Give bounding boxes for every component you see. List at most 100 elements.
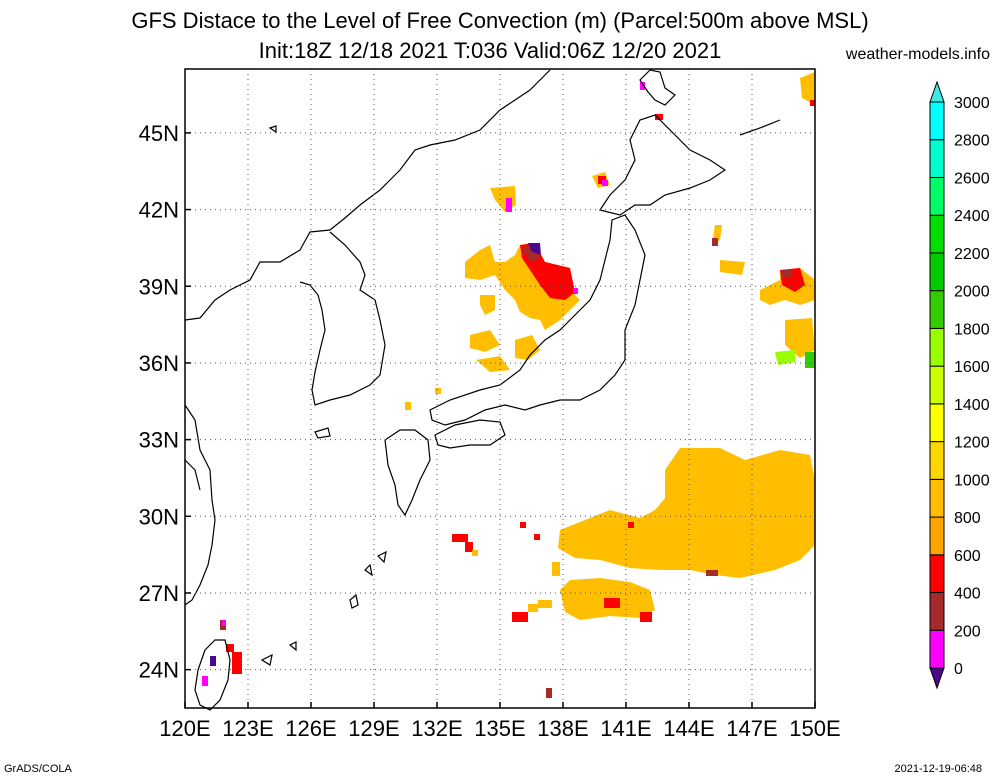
field-cell — [552, 562, 560, 576]
field-cell — [712, 238, 718, 246]
y-tick-label: 24N — [139, 658, 179, 683]
x-tick-label: 120E — [159, 716, 210, 741]
field-region — [522, 244, 540, 262]
x-tick-label: 144E — [663, 716, 714, 741]
coastline-hokkaido — [599, 114, 727, 216]
island — [288, 641, 297, 652]
island — [364, 563, 373, 577]
field-region — [558, 448, 815, 578]
x-tick-label: 129E — [348, 716, 399, 741]
colorbar-swatch — [929, 139, 945, 178]
field-cell — [512, 612, 528, 622]
colorbar-swatch — [929, 554, 945, 594]
colorbar-swatch — [929, 629, 945, 669]
y-tick-label: 36N — [139, 351, 179, 376]
field-cell — [528, 604, 538, 612]
colorbar-label: 1000 — [954, 472, 990, 489]
field-cell — [810, 100, 815, 106]
colorbar-swatch — [929, 214, 945, 254]
island — [376, 550, 387, 564]
colorbar-swatch — [929, 478, 945, 518]
field-cell — [640, 82, 645, 90]
colorbar-label: 1600 — [954, 359, 990, 376]
island — [268, 125, 277, 134]
colorbar-label: 600 — [954, 548, 981, 565]
colorbar-label: 800 — [954, 510, 981, 527]
coastline-korea — [299, 231, 386, 406]
field-cell — [628, 522, 634, 528]
field-cell — [222, 620, 226, 626]
colorbar-label: 0 — [954, 661, 963, 678]
coastline-sakhalin — [639, 69, 676, 106]
colorbar-swatch — [929, 667, 945, 690]
colorbar-label: 2800 — [954, 133, 990, 150]
field-region — [480, 295, 495, 315]
x-tick-label: 138E — [537, 716, 588, 741]
colorbar-label: 200 — [954, 623, 981, 640]
field-cell — [538, 600, 552, 608]
colorbar-swatch — [929, 365, 945, 405]
colorbar-label: 2200 — [954, 246, 990, 263]
y-tick-label: 45N — [139, 121, 179, 146]
footer-right: 2021-12-19-06:48 — [894, 763, 982, 775]
field-cell — [655, 114, 663, 120]
grid-layer — [184, 69, 816, 708]
island — [349, 593, 359, 609]
field-cell — [202, 676, 208, 686]
field-cell — [435, 388, 441, 394]
field-region — [528, 243, 541, 255]
colorbar-label: 1400 — [954, 397, 990, 414]
colorbar-label: 2000 — [954, 284, 990, 301]
field-cell — [506, 198, 512, 212]
colorbar-swatch — [929, 101, 945, 141]
x-tick-label: 135E — [474, 716, 525, 741]
field-cell — [472, 550, 478, 556]
chart-title: GFS Distace to the Level of Free Convect… — [131, 8, 869, 33]
field-cell — [520, 522, 526, 528]
x-tick-label: 150E — [789, 716, 840, 741]
y-tick-label: 27N — [139, 581, 179, 606]
field-region — [476, 356, 510, 372]
colorbar-swatch — [929, 327, 945, 367]
coastline-shikoku — [434, 419, 506, 449]
island — [314, 427, 331, 439]
colorbar-swatch — [929, 80, 945, 103]
field-region — [470, 330, 500, 352]
field-cell — [546, 688, 552, 698]
field-cell — [640, 612, 652, 622]
field-cell — [573, 288, 578, 294]
field-region — [785, 318, 815, 358]
x-tick-label: 126E — [285, 716, 336, 741]
colorbar-label: 3000 — [954, 95, 990, 112]
colorbar-swatch — [929, 176, 945, 216]
field-region — [775, 350, 795, 365]
colorbar-swatch — [929, 252, 945, 292]
field-cell — [405, 402, 411, 410]
colorbar: 0 200 400 600 800 1000 1200 1400 1600 1800 2000 220… — [929, 80, 990, 690]
field-cell — [604, 598, 620, 608]
field-region — [720, 260, 745, 275]
coastline-taiwan — [194, 639, 231, 711]
coastline — [184, 404, 216, 606]
axis-ticks: 120E 123E 126E 129E 132E 135E 138E 141E 144E 147E… — [139, 121, 841, 741]
y-tick-label: 33N — [139, 428, 179, 453]
x-tick-label: 141E — [600, 716, 651, 741]
field-cell — [706, 570, 718, 576]
colorbar-label: 1200 — [954, 435, 990, 452]
footer-left: GrADS/COLA — [4, 763, 72, 775]
x-tick-label: 123E — [222, 716, 273, 741]
field-cell — [602, 180, 608, 186]
y-tick-label: 42N — [139, 198, 179, 223]
island — [260, 653, 273, 666]
colorbar-swatch — [929, 441, 945, 480]
field-cell — [782, 270, 792, 278]
field-cell — [452, 534, 468, 542]
colorbar-swatch — [929, 403, 945, 443]
x-tick-label: 147E — [726, 716, 777, 741]
field-region — [800, 72, 815, 105]
field-region — [515, 335, 540, 360]
colorbar-label: 2400 — [954, 208, 990, 225]
colorbar-swatch — [929, 290, 945, 329]
colorbar-label: 2600 — [954, 170, 990, 187]
